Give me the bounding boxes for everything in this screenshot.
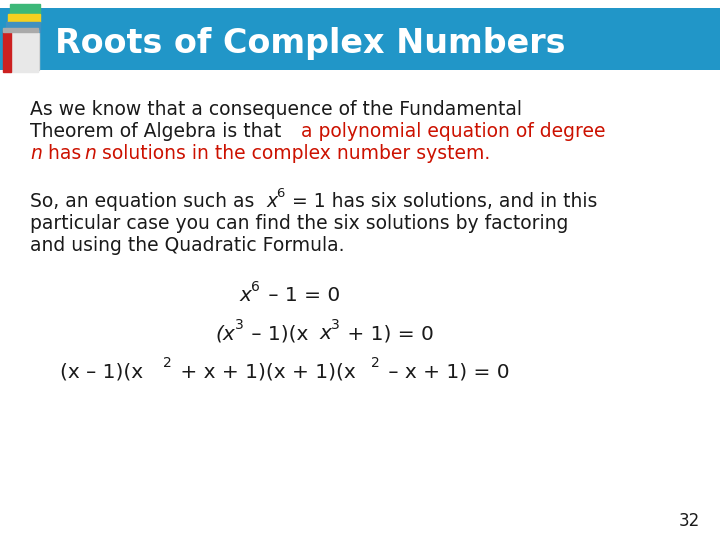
Text: 2: 2 [163,356,172,370]
Text: – 1 = 0: – 1 = 0 [262,286,341,305]
Text: – 1)(x: – 1)(x [245,324,308,343]
Bar [10,30,38,72]
Text: 3: 3 [331,318,340,332]
Text: As we know that a consequence of the Fundamental: As we know that a consequence of the Fun… [30,100,522,119]
Bar [9,24,37,68]
Text: = 1 has six solutions, and in this: = 1 has six solutions, and in this [286,192,598,211]
Text: + 1) = 0: + 1) = 0 [341,324,434,343]
Text: Roots of Complex Numbers: Roots of Complex Numbers [55,26,565,59]
Text: (x – 1)(x: (x – 1)(x [60,362,143,381]
Text: x: x [266,192,277,211]
Bar [10,4,40,16]
Text: 2: 2 [371,356,379,370]
Text: (x: (x [215,324,235,343]
Text: + x + 1)(x + 1)(x: + x + 1)(x + 1)(x [174,362,356,381]
Bar [0,8,720,70]
Text: 32: 32 [679,512,700,530]
Bar [3,30,11,72]
Bar [6,22,40,32]
Text: and using the Quadratic Formula.: and using the Quadratic Formula. [30,236,344,255]
Text: 3: 3 [235,318,244,332]
Bar [3,28,38,32]
Text: x: x [320,324,332,343]
Text: – x + 1) = 0: – x + 1) = 0 [382,362,510,381]
Bar [7,22,39,70]
Text: solutions in the complex number system.: solutions in the complex number system. [96,144,490,163]
Text: particular case you can find the six solutions by factoring: particular case you can find the six sol… [30,214,568,233]
Text: a polynomial equation of degree: a polynomial equation of degree [301,122,606,141]
Text: So, an equation such as: So, an equation such as [30,192,261,211]
Text: n: n [84,144,96,163]
Text: Theorem of Algebra is that: Theorem of Algebra is that [30,122,287,141]
Text: n: n [30,144,42,163]
Text: 6: 6 [251,280,260,294]
Bar [8,14,40,22]
Text: 6: 6 [276,187,284,200]
Text: x: x [240,286,252,305]
Text: has: has [42,144,87,163]
